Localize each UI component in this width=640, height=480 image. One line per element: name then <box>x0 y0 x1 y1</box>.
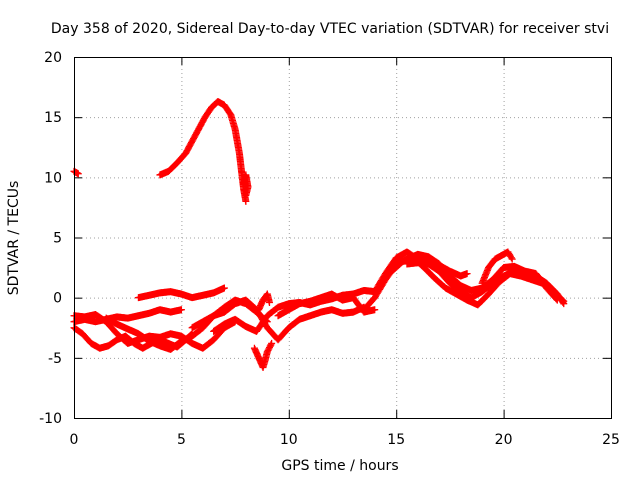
y-tick-label: 15 <box>44 110 62 126</box>
data-point <box>220 284 228 292</box>
data-point <box>265 298 273 306</box>
chart-title: Day 358 of 2020, Sidereal Day-to-day VTE… <box>51 21 609 37</box>
series-late-hump <box>403 258 471 280</box>
data-point <box>558 296 566 304</box>
series-mid-a <box>134 284 228 302</box>
data-point <box>508 255 516 263</box>
data-point <box>267 341 275 349</box>
x-axis-label: GPS time / hours <box>281 458 398 474</box>
series-arc-high-tail <box>240 171 252 199</box>
plot-frame <box>74 57 612 419</box>
series-mid-d <box>274 290 379 320</box>
data-point <box>74 170 82 178</box>
data-point <box>559 297 567 305</box>
x-tick-label: 0 <box>70 432 79 448</box>
series-dip <box>250 339 276 371</box>
x-tick-label: 5 <box>177 432 186 448</box>
data-point <box>371 306 379 314</box>
x-tick-label: 25 <box>602 432 620 448</box>
x-tick-labels: 0 5 10 15 20 25 <box>70 432 620 448</box>
y-tick-label: -10 <box>39 411 62 427</box>
y-tick-label: 10 <box>44 170 62 186</box>
series-arc-high <box>156 98 250 205</box>
data-points <box>70 98 568 371</box>
series-spike <box>255 290 273 314</box>
y-tick-label: 5 <box>53 231 62 247</box>
series-isolated-start <box>70 167 82 178</box>
series-late-peak <box>478 248 516 287</box>
y-tick-label: 0 <box>53 291 62 307</box>
x-tick-label: 10 <box>280 432 298 448</box>
y-axis-label: SDTVAR / TECUs <box>6 181 22 296</box>
data-point <box>242 191 250 199</box>
y-tick-labels: -10 -5 0 5 10 15 20 <box>39 50 62 427</box>
data-point <box>507 254 515 262</box>
data-point <box>268 339 276 347</box>
data-point <box>177 306 185 314</box>
y-tick-label: 20 <box>44 50 62 66</box>
y-tick-label: -5 <box>48 351 62 367</box>
data-point <box>463 270 471 278</box>
x-tick-label: 15 <box>387 432 405 448</box>
data-point <box>242 197 250 205</box>
data-point <box>560 297 568 305</box>
grid <box>74 57 612 419</box>
x-tick-label: 20 <box>495 432 513 448</box>
